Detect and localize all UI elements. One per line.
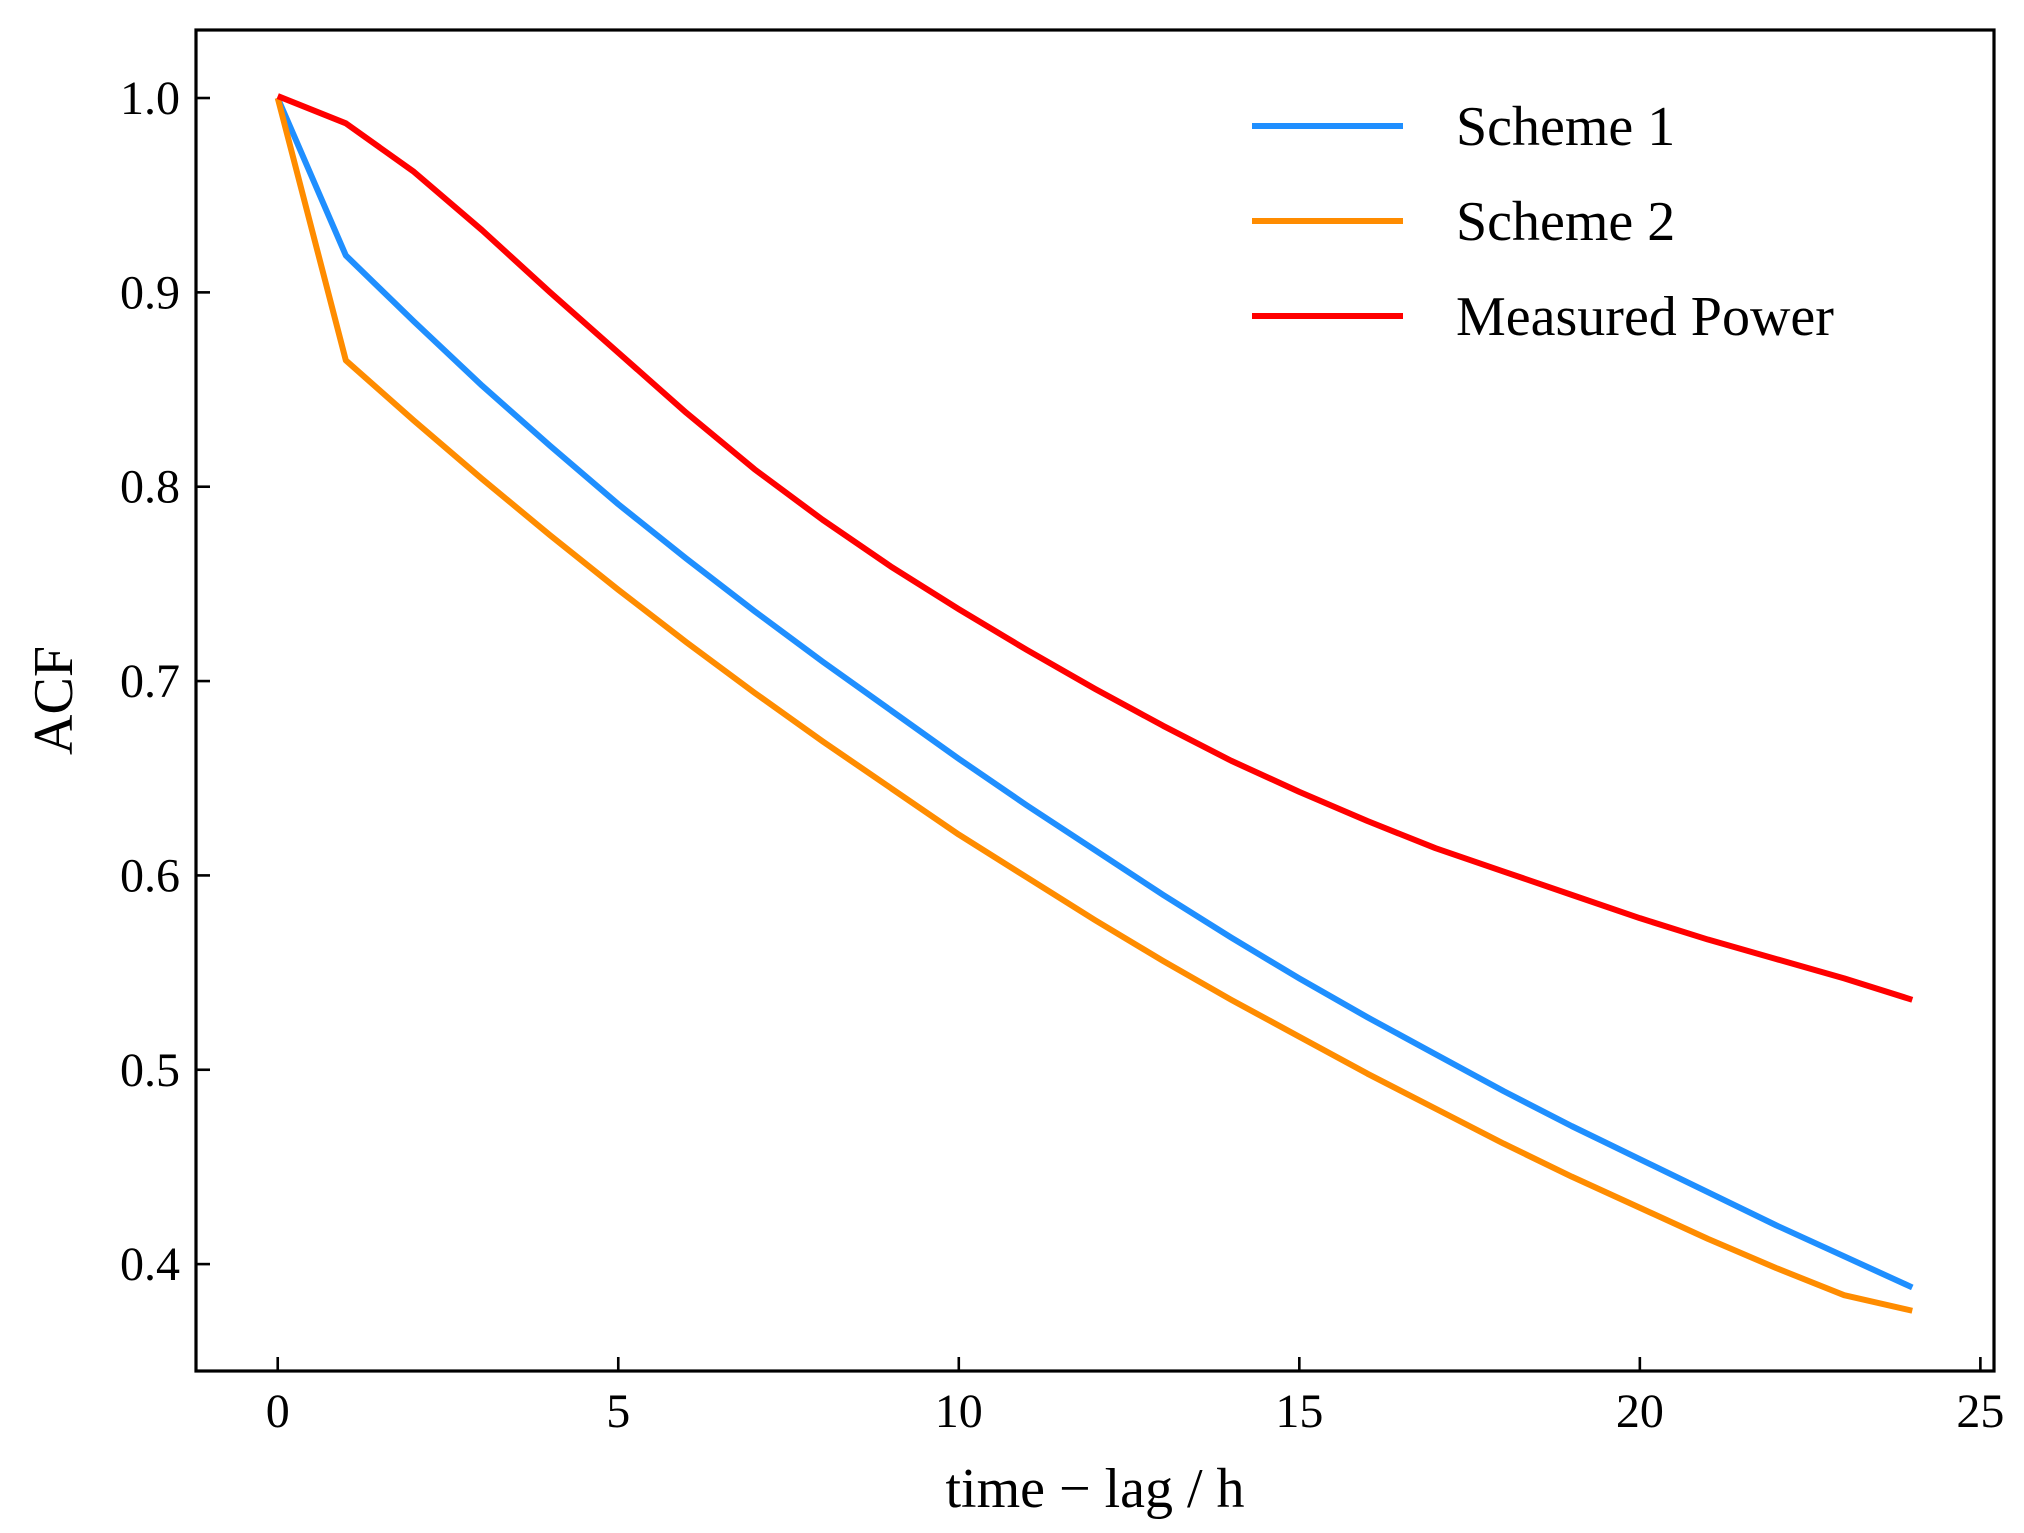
x-tick-label: 25: [1956, 1385, 2004, 1438]
y-tick-label: 0.4: [120, 1238, 180, 1291]
y-tick-label: 1.0: [120, 72, 180, 125]
x-tick-label: 15: [1275, 1385, 1323, 1438]
y-tick-label: 0.7: [120, 655, 180, 708]
series-layer: [274, 93, 1914, 1314]
x-axis-title: time − lag / h: [945, 1458, 1244, 1520]
y-tick-label: 0.5: [120, 1044, 180, 1097]
x-tick-label: 0: [266, 1385, 290, 1438]
plot-frame: [194, 28, 1996, 1373]
y-tick-label: 0.9: [120, 266, 180, 319]
legend-label-measured-power: Measured Power: [1456, 286, 1834, 348]
x-tick-label: 20: [1616, 1385, 1664, 1438]
legend-label-scheme-2: Scheme 2: [1456, 191, 1675, 253]
x-tick-label: 5: [606, 1385, 630, 1438]
y-tick-label: 0.8: [120, 461, 180, 514]
series-line-measured-power: [276, 93, 1914, 1003]
x-tick-label: 10: [935, 1385, 983, 1438]
y-axis-title: ACF: [23, 646, 85, 755]
series-line-scheme-1: [274, 96, 1914, 1291]
series-line-scheme-2: [274, 97, 1913, 1314]
legend-label-scheme-1: Scheme 1: [1456, 96, 1675, 158]
legend: Scheme 1 Scheme 2 Measured Power: [1252, 96, 1834, 348]
ticks-layer: 0 5 10 15 20 25 0.4 0.5 0.6 0.7 0.8 0.9 1.0: [120, 72, 2004, 1438]
y-tick-label: 0.6: [120, 849, 180, 902]
